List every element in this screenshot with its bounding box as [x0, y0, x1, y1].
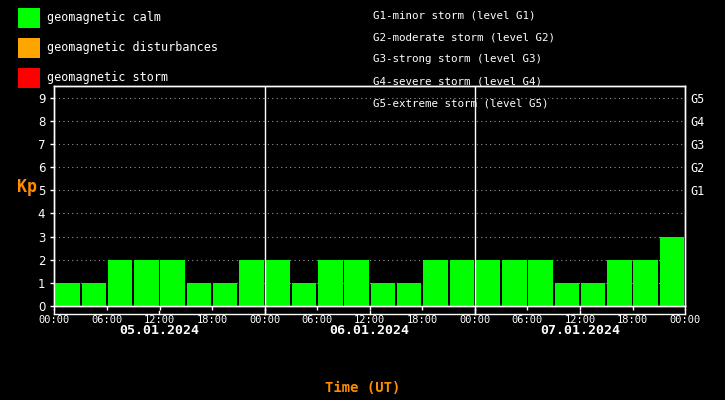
Text: Time (UT): Time (UT)	[325, 381, 400, 395]
Bar	[397, 283, 421, 306]
Bar	[581, 283, 605, 306]
Bar	[555, 283, 579, 306]
Bar	[265, 260, 290, 306]
Text: 07.01.2024: 07.01.2024	[540, 324, 620, 336]
Bar	[108, 260, 132, 306]
Bar	[134, 260, 159, 306]
Bar	[213, 283, 237, 306]
Text: G2-moderate storm (level G2): G2-moderate storm (level G2)	[373, 32, 555, 42]
Bar	[318, 260, 342, 306]
Bar	[608, 260, 631, 306]
Text: geomagnetic disturbances: geomagnetic disturbances	[47, 42, 218, 54]
Bar	[344, 260, 369, 306]
Bar	[160, 260, 185, 306]
Bar	[660, 236, 684, 306]
Text: 05.01.2024: 05.01.2024	[120, 324, 199, 336]
Text: G5-extreme storm (level G5): G5-extreme storm (level G5)	[373, 98, 549, 108]
Bar	[55, 283, 80, 306]
Bar	[292, 283, 316, 306]
Text: geomagnetic storm: geomagnetic storm	[47, 72, 168, 84]
Bar	[187, 283, 211, 306]
Bar	[502, 260, 526, 306]
Text: G4-severe storm (level G4): G4-severe storm (level G4)	[373, 76, 542, 86]
Bar	[529, 260, 552, 306]
Bar	[239, 260, 264, 306]
Text: G1-minor storm (level G1): G1-minor storm (level G1)	[373, 10, 536, 20]
Bar	[423, 260, 447, 306]
Text: G3-strong storm (level G3): G3-strong storm (level G3)	[373, 54, 542, 64]
Bar	[634, 260, 658, 306]
Bar	[82, 283, 106, 306]
Bar	[476, 260, 500, 306]
Bar	[450, 260, 474, 306]
Text: geomagnetic calm: geomagnetic calm	[47, 12, 161, 24]
Text: 06.01.2024: 06.01.2024	[330, 324, 410, 336]
Bar	[370, 283, 395, 306]
Y-axis label: Kp: Kp	[17, 178, 37, 196]
